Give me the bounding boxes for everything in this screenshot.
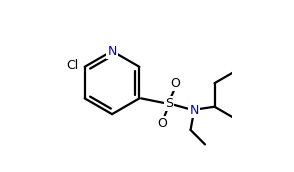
Text: O: O <box>170 77 180 90</box>
Text: N: N <box>107 45 117 57</box>
Text: S: S <box>165 97 173 110</box>
Text: Cl: Cl <box>66 60 79 72</box>
Text: N: N <box>189 104 199 117</box>
Text: O: O <box>158 117 167 130</box>
